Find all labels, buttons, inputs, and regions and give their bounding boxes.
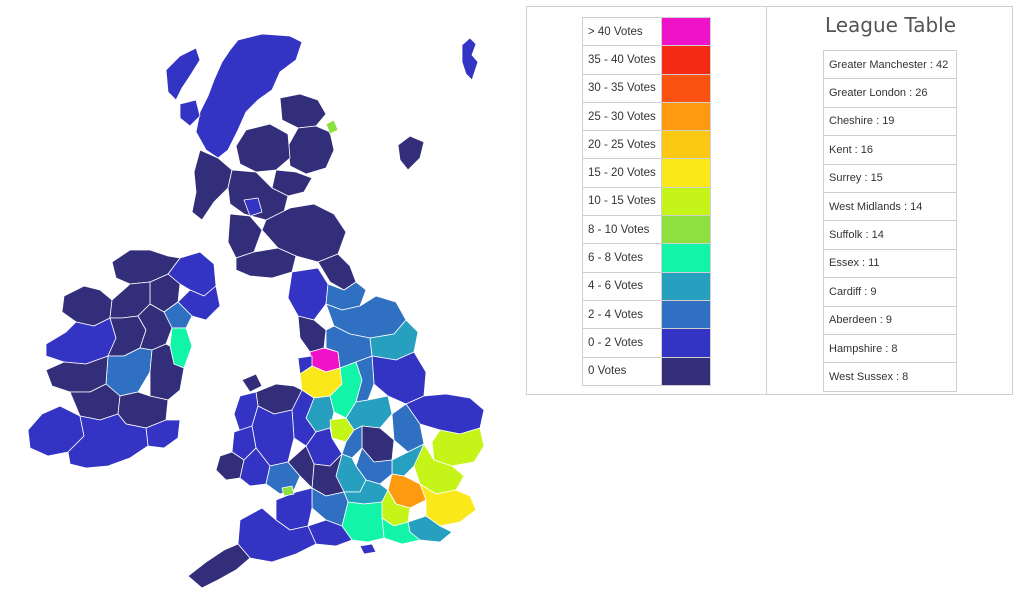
league-entry: Essex : 11 (823, 248, 957, 279)
legend-swatch (661, 328, 711, 358)
legend-swatch (661, 215, 711, 245)
legend-row: 4 - 6 Votes (581, 271, 711, 301)
region-glasgow[interactable] (243, 197, 263, 217)
league-table-title: League Table (824, 13, 957, 37)
league-row: Cheshire : 19 (823, 106, 957, 137)
region-highland[interactable] (195, 33, 303, 159)
legend-swatch (661, 158, 711, 188)
region-aberdeenshire[interactable] (287, 125, 335, 175)
legend-row: 6 - 8 Votes (581, 243, 711, 273)
vote-legend: > 40 Votes 35 - 40 Votes 30 - 35 Votes 25 -… (581, 16, 711, 386)
league-entry: Hampshire : 8 (823, 333, 957, 364)
legend-row: 2 - 4 Votes (581, 299, 711, 330)
region-kent[interactable] (419, 483, 477, 527)
legend-swatch (661, 101, 711, 132)
region-anglesey[interactable] (241, 373, 263, 393)
legend-swatch (661, 299, 711, 330)
league-row: Aberdeen : 9 (823, 305, 957, 335)
league-entry: Surrey : 15 (823, 163, 957, 193)
legend-swatch (661, 16, 711, 47)
region-cardiff[interactable] (281, 485, 295, 497)
league-entry: Aberdeen : 9 (823, 305, 957, 335)
legend-label: 10 - 15 Votes (581, 186, 663, 217)
region-wiltshire[interactable] (311, 487, 349, 527)
league-row: West Midlands : 14 (823, 191, 957, 222)
legend-row: 20 - 25 Votes (581, 130, 711, 160)
legend-label: 0 - 2 Votes (581, 328, 663, 358)
region-suffolk[interactable] (431, 427, 485, 467)
region-lincolnshire[interactable] (371, 351, 427, 405)
region-skye[interactable] (179, 99, 201, 127)
uk-ireland-choropleth-map (27, 33, 485, 589)
legend-label: 25 - 30 Votes (581, 101, 663, 132)
legend-swatch (661, 186, 711, 217)
region-shetland[interactable] (461, 37, 479, 81)
region-perth[interactable] (235, 123, 291, 173)
region-kildare-wicklow[interactable] (149, 343, 185, 401)
league-row: Greater London : 26 (823, 78, 957, 108)
region-orkney[interactable] (397, 135, 425, 171)
league-row: West Sussex : 8 (823, 362, 957, 392)
legend-label: 2 - 4 Votes (581, 299, 663, 330)
region-aberdeen[interactable] (325, 119, 339, 135)
legend-row: 30 - 35 Votes (581, 73, 711, 103)
league-entry: Cardiff : 9 (823, 277, 957, 307)
league-entry: Kent : 16 (823, 135, 957, 165)
league-entry: Greater Manchester : 42 (823, 49, 957, 80)
legend-row: 10 - 15 Votes (581, 186, 711, 217)
region-isle-of-wight[interactable] (359, 543, 377, 555)
league-row: Suffolk : 14 (823, 220, 957, 250)
legend-label: 15 - 20 Votes (581, 158, 663, 188)
legend-swatch (661, 45, 711, 75)
league-row: Hampshire : 8 (823, 333, 957, 364)
legend-row: 0 - 2 Votes (581, 328, 711, 358)
region-west-sussex[interactable] (381, 517, 421, 545)
legend-row: 0 Votes (581, 356, 711, 386)
league-entry: West Sussex : 8 (823, 362, 957, 392)
legend-swatch (661, 130, 711, 160)
league-row: Greater Manchester : 42 (823, 49, 957, 80)
league-row: Kent : 16 (823, 135, 957, 165)
league-entry: Cheshire : 19 (823, 106, 957, 137)
legend-row: 8 - 10 Votes (581, 215, 711, 245)
league-table: Greater Manchester : 42 Greater London : … (823, 49, 957, 392)
legend-label: 6 - 8 Votes (581, 243, 663, 273)
legend-row: > 40 Votes (581, 16, 711, 47)
legend-row: 35 - 40 Votes (581, 45, 711, 75)
legend-label: > 40 Votes (581, 16, 663, 47)
region-mayo[interactable] (61, 285, 113, 327)
region-donegal[interactable] (111, 249, 181, 285)
legend-label: 30 - 35 Votes (581, 73, 663, 103)
region-argyll[interactable] (191, 149, 233, 221)
panel-divider (766, 7, 767, 394)
league-entry: West Midlands : 14 (823, 191, 957, 222)
league-row: Surrey : 15 (823, 163, 957, 193)
region-lancashire[interactable] (297, 315, 327, 353)
league-row: Cardiff : 9 (823, 277, 957, 307)
legend-row: 15 - 20 Votes (581, 158, 711, 188)
region-outer-hebrides[interactable] (165, 47, 201, 101)
legend-label: 20 - 25 Votes (581, 130, 663, 160)
region-moray[interactable] (279, 93, 327, 129)
legend-swatch (661, 356, 711, 386)
legend-swatch (661, 243, 711, 273)
legend-label: 8 - 10 Votes (581, 215, 663, 245)
league-entry: Greater London : 26 (823, 78, 957, 108)
region-cumbria[interactable] (287, 267, 329, 321)
league-entry: Suffolk : 14 (823, 220, 957, 250)
legend-swatch (661, 271, 711, 301)
legend-panel: > 40 Votes 35 - 40 Votes 30 - 35 Votes 25 -… (526, 6, 1013, 395)
league-row: Essex : 11 (823, 248, 957, 279)
region-monmouth[interactable] (287, 445, 315, 489)
region-cornwall[interactable] (187, 543, 251, 589)
region-cork[interactable] (67, 413, 149, 469)
legend-label: 4 - 6 Votes (581, 271, 663, 301)
region-norfolk[interactable] (405, 393, 485, 435)
legend-label: 0 Votes (581, 356, 663, 386)
legend-label: 35 - 40 Votes (581, 45, 663, 75)
legend-row: 25 - 30 Votes (581, 101, 711, 132)
legend-swatch (661, 73, 711, 103)
